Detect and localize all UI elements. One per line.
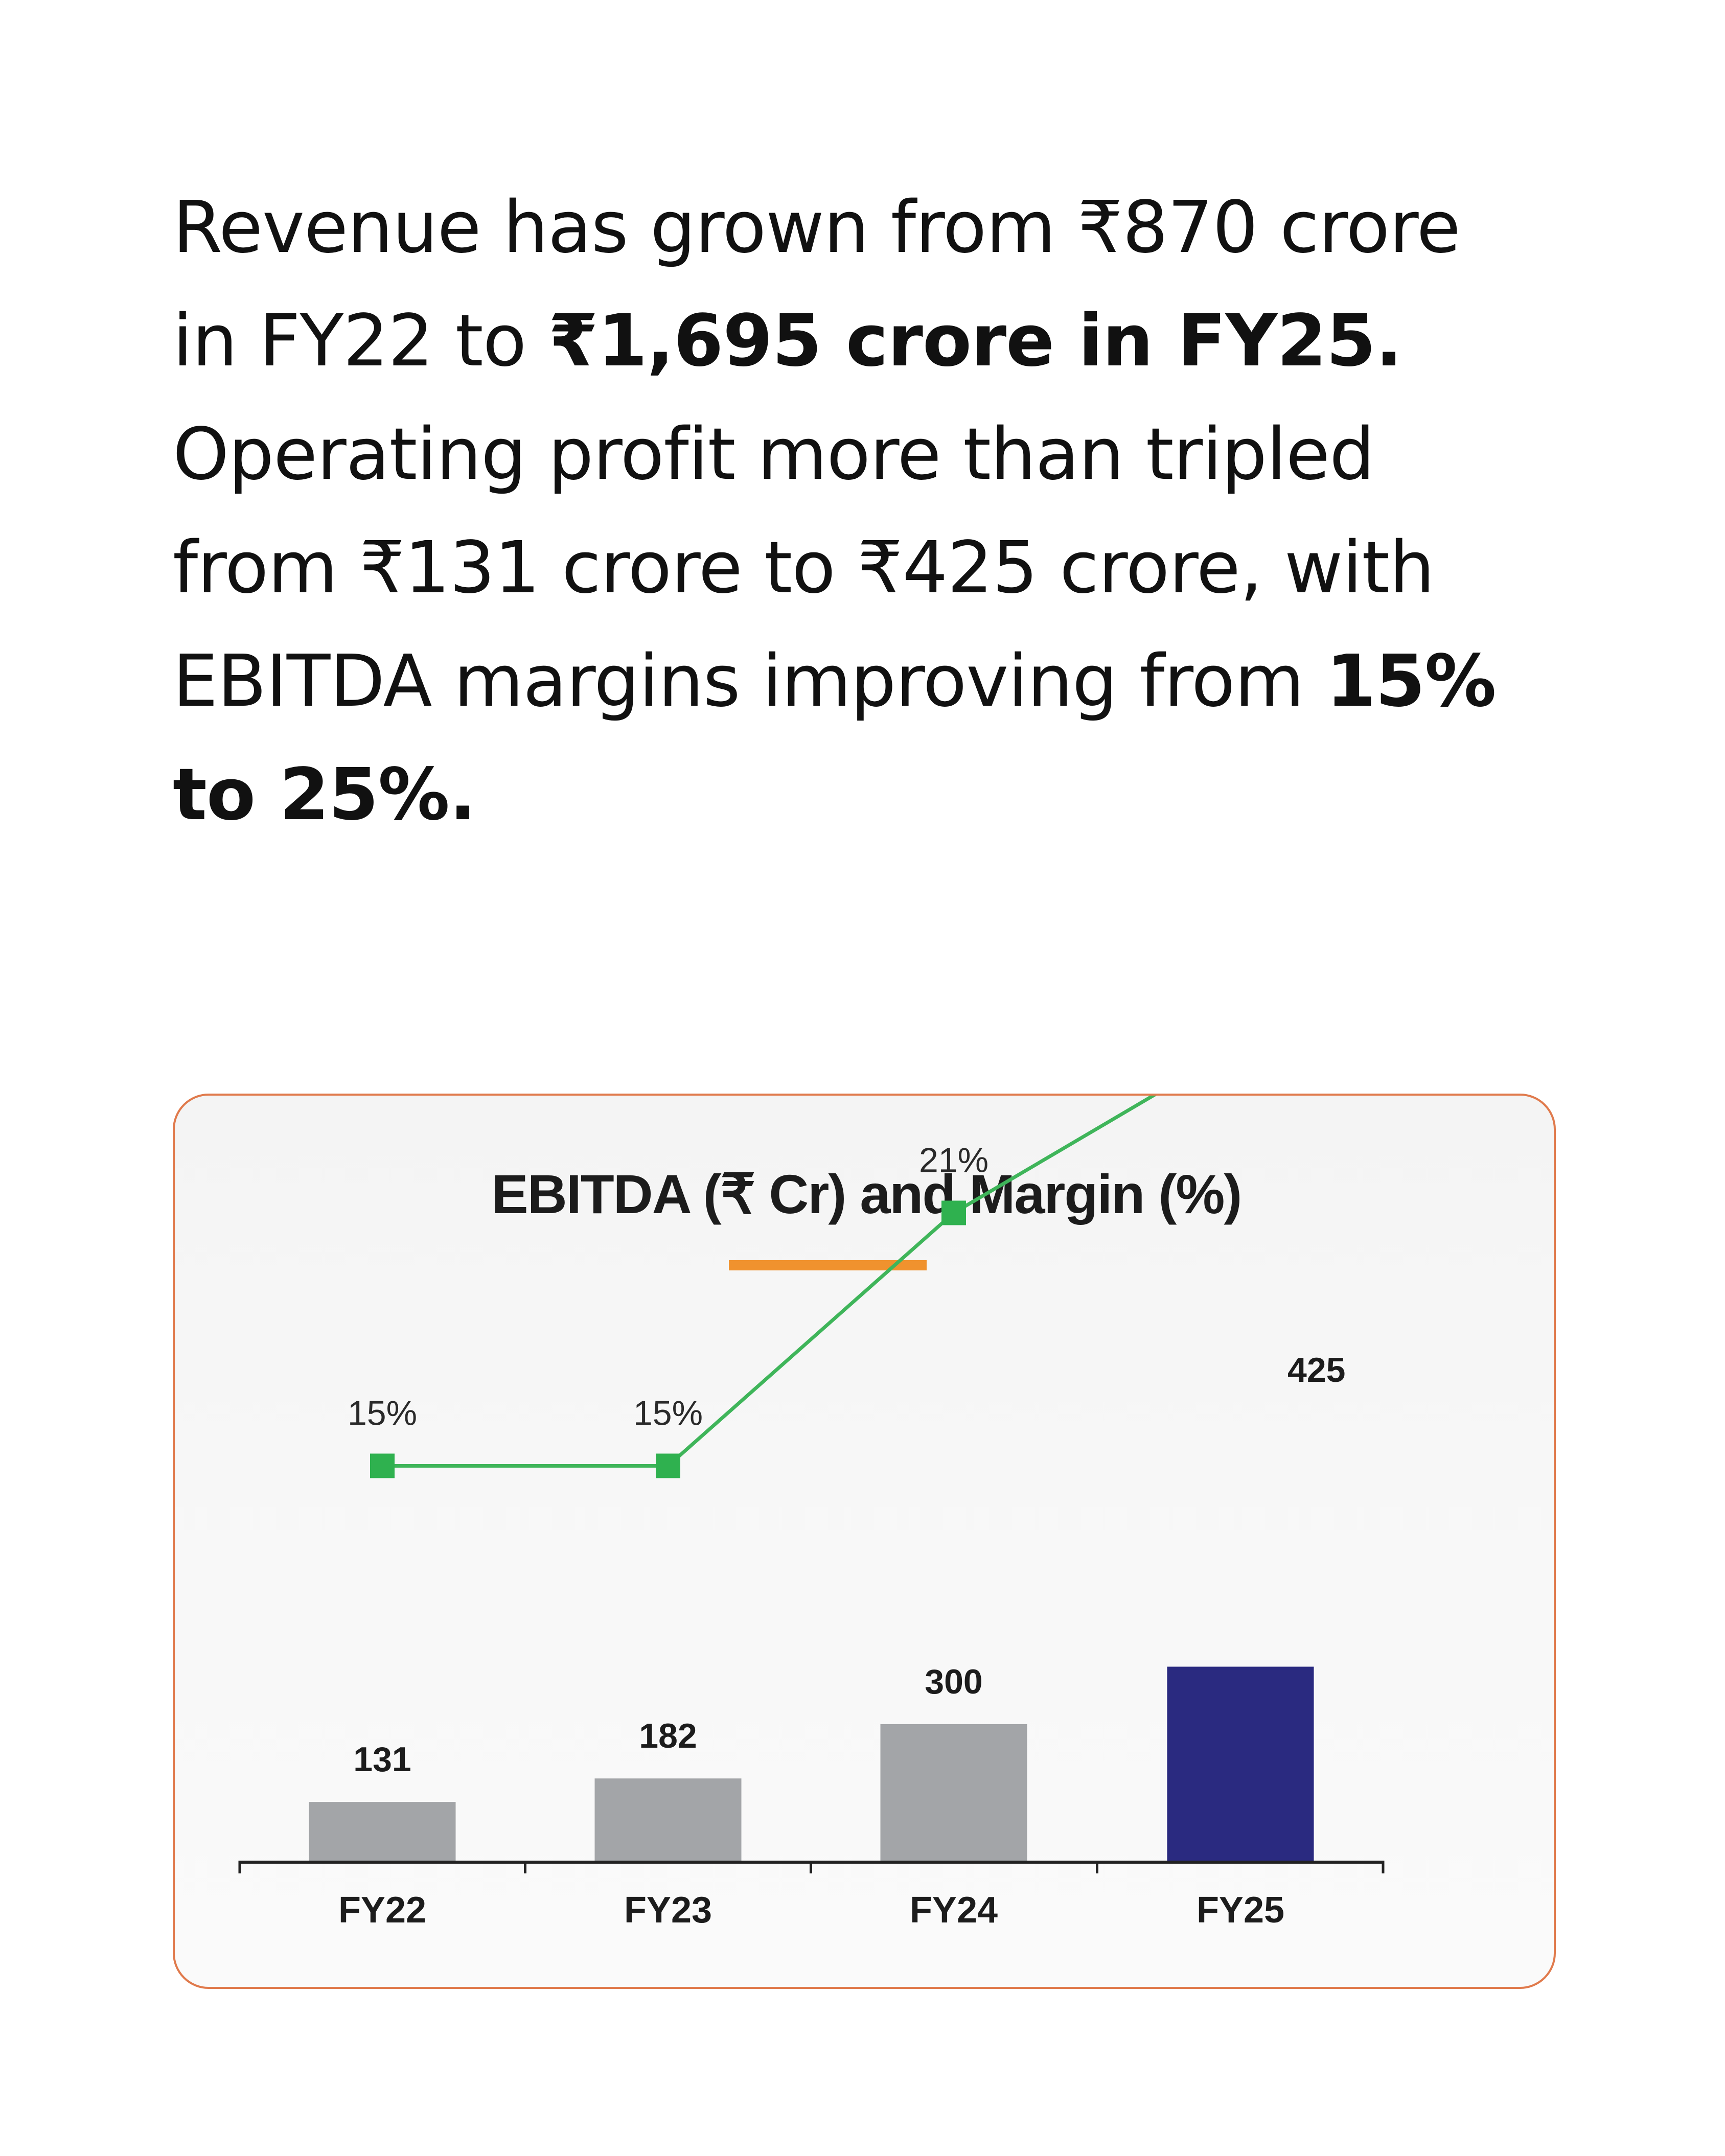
- paragraph-line-6-bold: to 25%.: [173, 753, 476, 837]
- bar-fy23: [594, 1778, 742, 1862]
- paragraph-line-2-bold: ₹1,695 crore in FY25.: [548, 299, 1402, 383]
- bar-value-label-fy24: 300: [925, 1662, 982, 1701]
- paragraph-line-6: to 25%.: [173, 738, 1583, 852]
- x-tick-label-fy24: FY24: [910, 1890, 998, 1931]
- margin-label-fy22: 15%: [348, 1394, 417, 1433]
- margin-marker-fy23: [656, 1453, 680, 1478]
- chart-title: EBITDA (₹ Cr) and Margin (%): [491, 1163, 1243, 1225]
- body-paragraph: Revenue has grown from ₹870 crore in FY2…: [173, 171, 1583, 852]
- margin-label-fy24: 21%: [919, 1141, 988, 1180]
- chart-card: EBITDA (₹ Cr) and Margin (%) FY22 FY23 FY2…: [173, 1094, 1556, 1989]
- title-underline: [729, 1260, 927, 1270]
- bar-value-label-fy22: 131: [353, 1740, 411, 1779]
- margin-marker-fy24: [941, 1200, 966, 1225]
- x-tick-label-fy22: FY22: [338, 1890, 426, 1931]
- paragraph-line-2-normal: in FY22 to: [173, 299, 548, 383]
- paragraph-line-3: Operating profit more than tripled: [173, 413, 1375, 496]
- paragraph-line-1: Revenue has grown from ₹870 crore: [173, 186, 1461, 269]
- bar-value-label-fy25: 425: [1287, 1351, 1345, 1389]
- paragraph-line-4: from ₹131 crore to ₹425 crore, with: [173, 526, 1435, 610]
- margin-line: [382, 1096, 1157, 1468]
- paragraph-line-5-normal: EBITDA margins improving from: [173, 640, 1326, 723]
- x-tick-label-fy25: FY25: [1197, 1890, 1284, 1931]
- bar-fy22: [309, 1802, 456, 1862]
- paragraph-line-5-bold: 15%: [1326, 640, 1497, 723]
- bar-fy25: [1167, 1666, 1314, 1862]
- paragraph-line-2: in FY22 to ₹1,695 crore in FY25.: [173, 285, 1583, 398]
- bar-fy24: [880, 1724, 1027, 1862]
- x-tick-label-fy23: FY23: [624, 1890, 712, 1931]
- bar-value-label-fy23: 182: [639, 1717, 697, 1755]
- margin-label-fy23: 15%: [633, 1394, 703, 1433]
- margin-marker-fy22: [370, 1453, 395, 1478]
- paragraph-line-5: EBITDA margins improving from 15%: [173, 625, 1583, 738]
